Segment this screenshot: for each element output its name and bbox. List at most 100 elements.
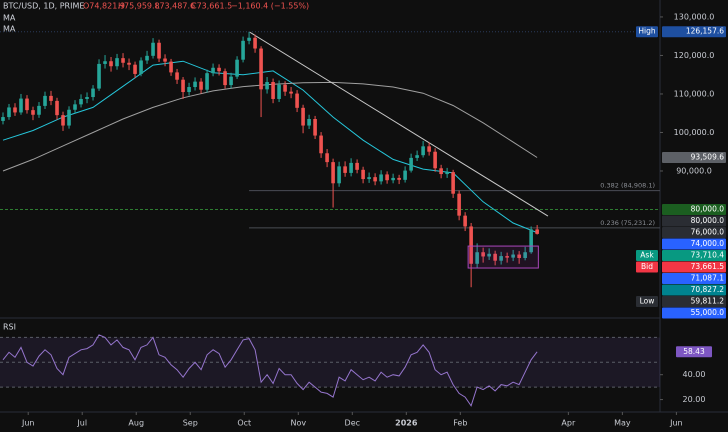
candle-body bbox=[151, 42, 155, 56]
price-badge-label: 80,000.0 bbox=[691, 204, 725, 213]
candle-body bbox=[277, 84, 281, 99]
candle-body bbox=[289, 91, 293, 94]
candle-body bbox=[79, 98, 83, 105]
candle-body bbox=[49, 95, 53, 101]
candle-body bbox=[223, 71, 227, 86]
y-tick-label: 100,000.0 bbox=[674, 128, 715, 137]
candle-body bbox=[409, 157, 413, 171]
candle-body bbox=[493, 253, 497, 261]
candle-body bbox=[529, 229, 533, 253]
candle-body bbox=[91, 88, 95, 98]
candle-body bbox=[445, 172, 449, 175]
rsi-line bbox=[2, 334, 538, 407]
candle-body bbox=[235, 59, 239, 77]
price-badge-label: 126,157.6 bbox=[686, 27, 724, 36]
price-badge-label: 76,000.0 bbox=[691, 227, 725, 236]
range-box bbox=[467, 245, 539, 269]
price-tag bbox=[636, 249, 658, 261]
ohlc-close: C73,661.5 bbox=[191, 2, 232, 11]
fib-label: 0.382 (84,908.1) bbox=[600, 182, 655, 190]
candle-body bbox=[145, 55, 149, 61]
price-badge-label: 70,827.2 bbox=[691, 285, 725, 294]
candle-body bbox=[103, 61, 107, 64]
candle-body bbox=[205, 73, 209, 90]
rsi-tick-label: 20.00 bbox=[683, 395, 706, 404]
candle-body bbox=[475, 252, 479, 264]
candle-body bbox=[343, 166, 347, 173]
price-badge-label: 93,509.6 bbox=[691, 152, 725, 161]
candle-body bbox=[301, 107, 305, 126]
candle-body bbox=[139, 60, 143, 74]
indicator-label: MA bbox=[3, 25, 16, 34]
candle-body bbox=[43, 95, 47, 106]
candle-body bbox=[457, 193, 461, 216]
price-tag-label: Ask bbox=[640, 250, 654, 259]
rsi-badge bbox=[676, 346, 712, 358]
candle-body bbox=[121, 58, 125, 63]
candle-body bbox=[403, 170, 407, 180]
candle-body bbox=[7, 107, 11, 118]
price-tag-label: High bbox=[638, 27, 655, 36]
candle-body bbox=[427, 146, 431, 152]
x-tick-label: Nov bbox=[290, 419, 306, 428]
candle-body bbox=[19, 98, 23, 113]
price-badge bbox=[662, 284, 726, 296]
x-tick-label: Sep bbox=[183, 419, 198, 428]
x-tick-label: May bbox=[614, 419, 631, 428]
candle-body bbox=[175, 72, 179, 80]
candle-body bbox=[229, 76, 233, 86]
price-badge bbox=[662, 151, 726, 163]
y-tick-label: 130,000.0 bbox=[674, 12, 715, 21]
candle-body bbox=[325, 153, 329, 163]
candle-body bbox=[337, 166, 341, 184]
candle-body bbox=[481, 252, 485, 257]
price-badge bbox=[662, 215, 726, 227]
candle-body bbox=[535, 229, 539, 234]
candle-body bbox=[463, 215, 467, 227]
candle-body bbox=[433, 151, 437, 169]
rsi-badge-label: 58.43 bbox=[683, 347, 705, 356]
candle-body bbox=[163, 58, 167, 62]
price-tag bbox=[636, 26, 658, 38]
candle-body bbox=[241, 40, 245, 60]
ohlc-change: −1,160.4 (−1.55%) bbox=[231, 2, 309, 11]
price-badge-label: 74,000.0 bbox=[691, 239, 725, 248]
price-badge bbox=[662, 261, 726, 273]
price-badge bbox=[662, 307, 726, 319]
candle-body bbox=[247, 37, 251, 41]
candle-body bbox=[133, 64, 137, 74]
candle-body bbox=[73, 104, 77, 110]
y-tick-label: 120,000.0 bbox=[674, 51, 715, 60]
candle-body bbox=[319, 135, 323, 154]
candle-body bbox=[487, 253, 491, 257]
price-tag bbox=[636, 295, 658, 307]
candle-body bbox=[1, 117, 5, 121]
candle-body bbox=[367, 177, 371, 180]
price-badge-label: 71,087.1 bbox=[691, 273, 725, 282]
candle-body bbox=[253, 37, 257, 49]
price-badge bbox=[662, 203, 726, 215]
indicator-label: MA bbox=[3, 14, 16, 23]
x-tick-label: Feb bbox=[453, 419, 467, 428]
x-tick-label: 2026 bbox=[395, 419, 418, 428]
ohlc-open: O74,821.9 bbox=[83, 2, 125, 11]
symbol: BTC/USD, 1D, PRIME bbox=[3, 2, 84, 11]
candle-body bbox=[421, 146, 425, 156]
candle-body bbox=[415, 155, 419, 158]
candle-body bbox=[439, 168, 443, 175]
candle-body bbox=[67, 109, 71, 126]
candle-body bbox=[157, 42, 161, 59]
candle-body bbox=[211, 67, 215, 74]
candle-body bbox=[127, 62, 131, 65]
candle-body bbox=[331, 162, 335, 184]
fib-label: 0.236 (75,231.2) bbox=[600, 219, 655, 227]
price-tag bbox=[636, 261, 658, 273]
candle-body bbox=[97, 63, 101, 89]
candle-body bbox=[109, 61, 113, 67]
candle-body bbox=[115, 58, 119, 67]
price-badge bbox=[662, 238, 726, 250]
y-tick-label: 90,000.0 bbox=[676, 166, 712, 175]
candle-body bbox=[55, 100, 59, 116]
price-badge bbox=[662, 26, 726, 38]
